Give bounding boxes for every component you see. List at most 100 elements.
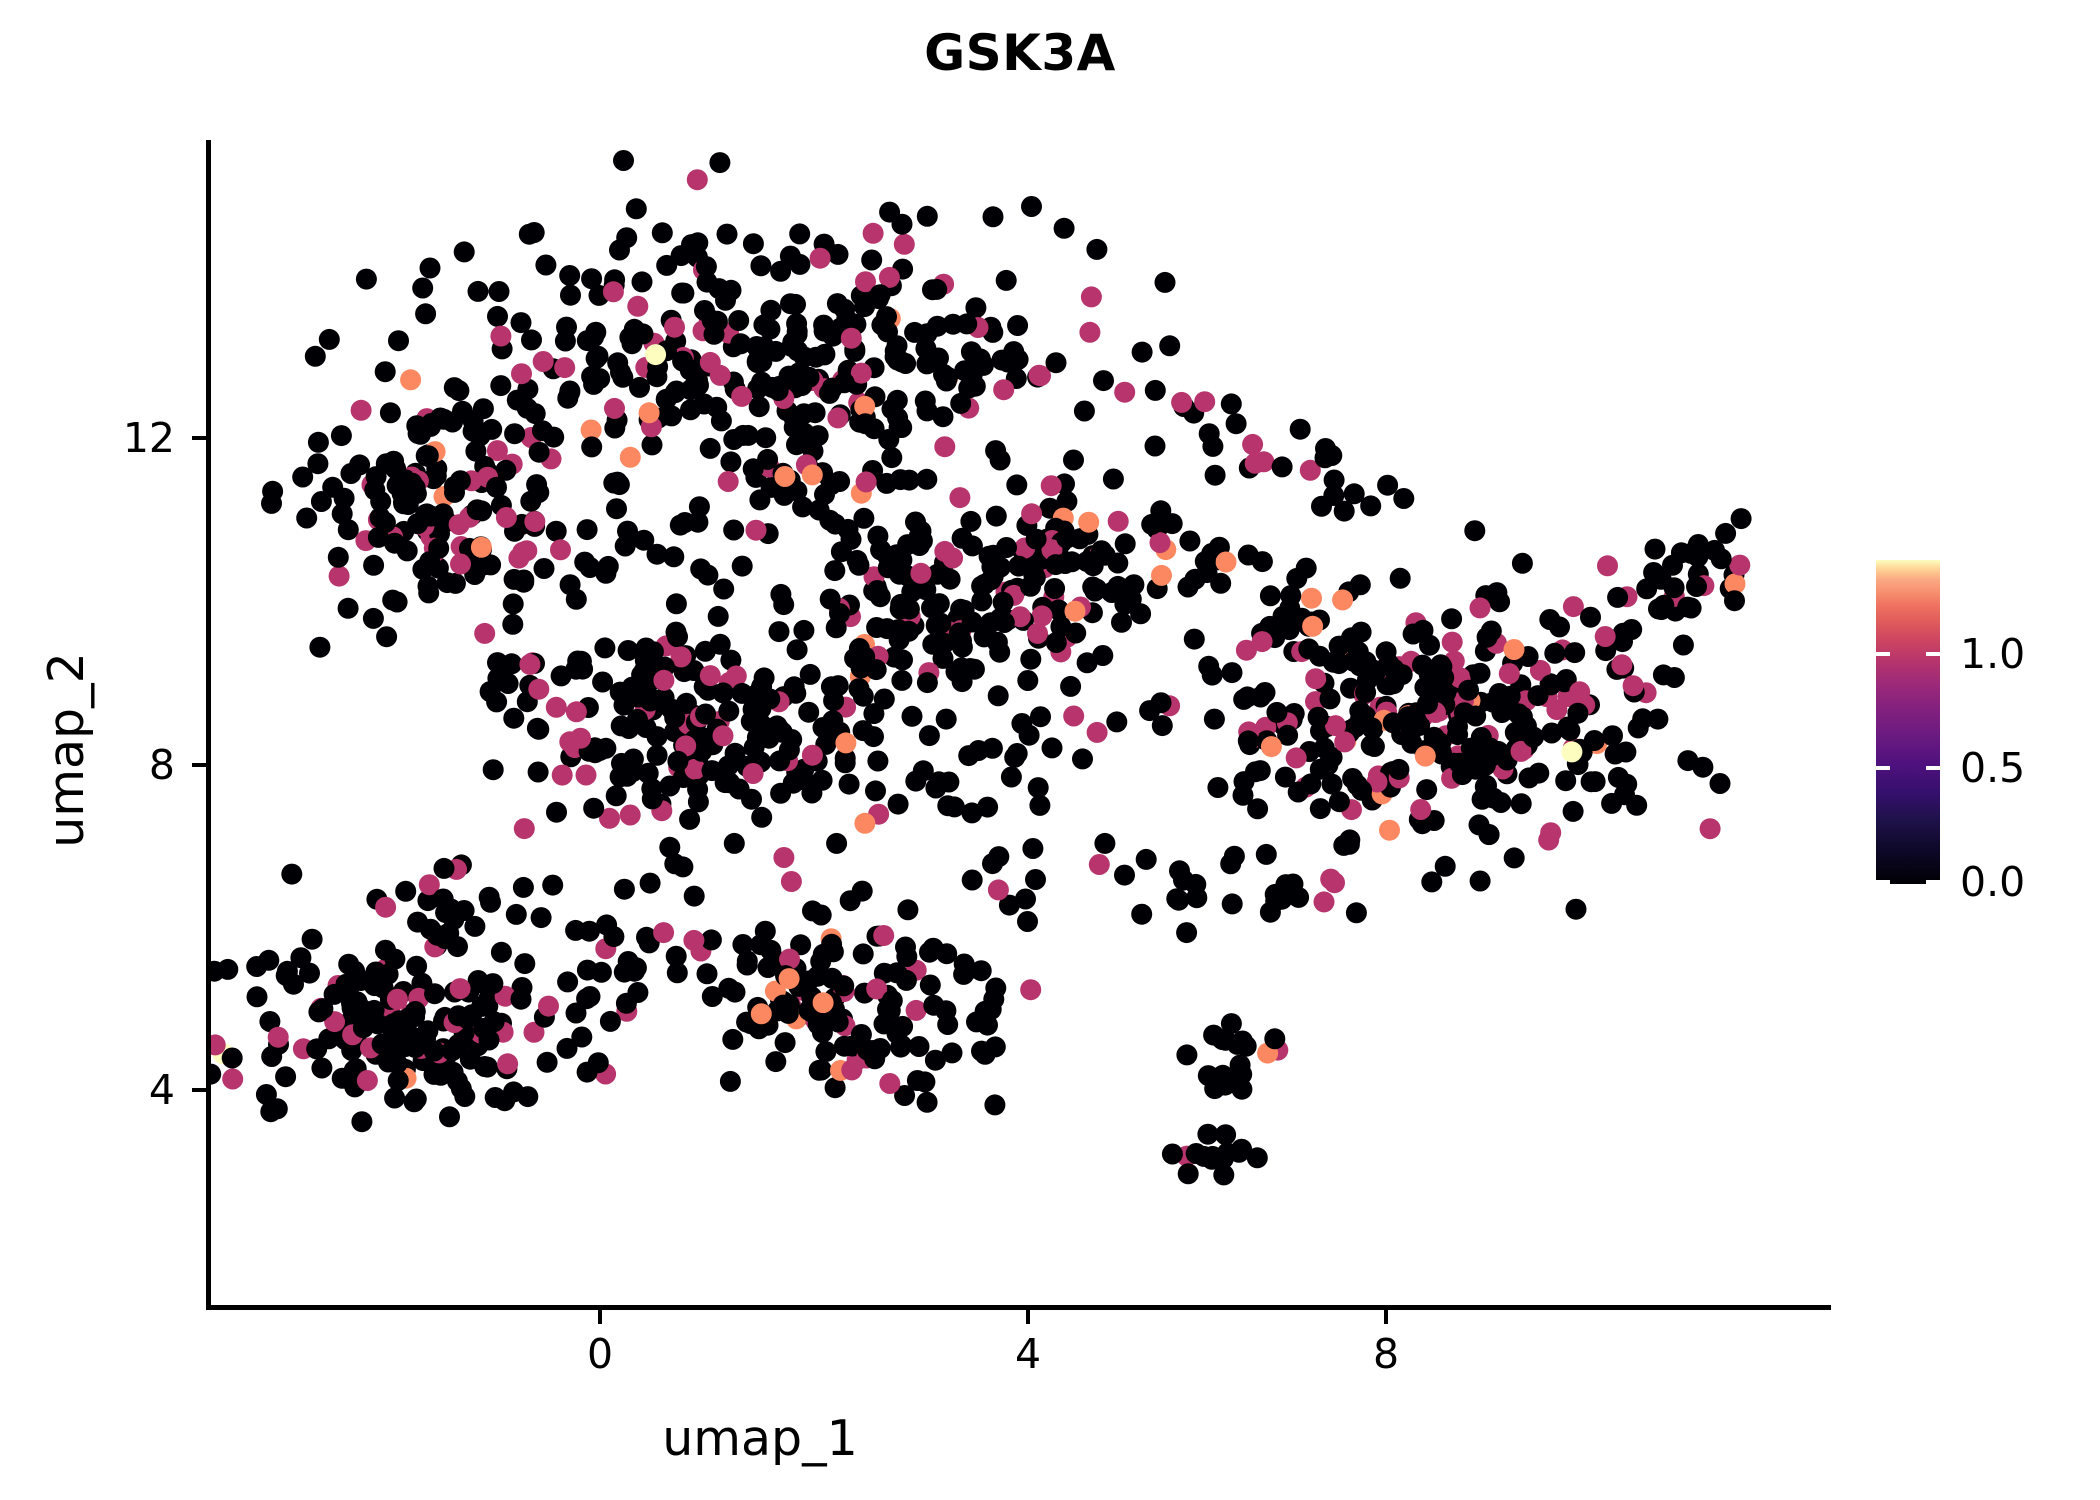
scatter-point bbox=[863, 703, 885, 725]
scatter-point bbox=[307, 431, 329, 453]
scatter-point bbox=[1144, 379, 1166, 401]
scatter-point bbox=[750, 934, 772, 956]
scatter-point bbox=[731, 555, 753, 577]
scatter-point bbox=[557, 971, 579, 993]
scatter-point bbox=[1584, 771, 1606, 793]
scatter-point bbox=[1176, 1044, 1198, 1066]
scatter-point bbox=[1107, 510, 1129, 532]
scatter-point bbox=[444, 481, 465, 503]
scatter-point bbox=[1078, 511, 1100, 533]
scatter-point bbox=[879, 1073, 901, 1094]
scatter-point bbox=[616, 227, 638, 249]
scatter-point bbox=[834, 752, 856, 774]
scatter-point bbox=[1715, 522, 1737, 544]
scatter-point bbox=[1319, 688, 1341, 710]
scatter-point bbox=[495, 507, 517, 528]
scatter-point bbox=[1092, 645, 1114, 666]
scatter-point bbox=[511, 363, 532, 385]
scatter-point bbox=[663, 546, 685, 568]
scatter-point bbox=[1131, 903, 1153, 925]
scatter-point bbox=[386, 591, 408, 613]
scatter-point bbox=[1017, 670, 1039, 691]
scatter-point bbox=[1474, 776, 1496, 798]
scatter-point bbox=[722, 1028, 744, 1050]
scatter-point bbox=[412, 277, 434, 299]
scatter-point bbox=[255, 1084, 277, 1105]
scatter-point bbox=[695, 256, 717, 278]
scatter-point bbox=[801, 744, 823, 766]
scatter-point bbox=[536, 1051, 558, 1073]
scatter-point bbox=[1161, 1143, 1183, 1165]
scatter-point bbox=[1015, 888, 1036, 910]
scatter-point bbox=[898, 598, 920, 620]
scatter-point bbox=[312, 998, 334, 1020]
scatter-point bbox=[570, 727, 591, 749]
scatter-point bbox=[482, 973, 504, 995]
scatter-point bbox=[1479, 737, 1501, 759]
scatter-point bbox=[749, 489, 771, 511]
scatter-point bbox=[863, 418, 885, 440]
scatter-point bbox=[1029, 794, 1051, 816]
scatter-point bbox=[659, 836, 681, 858]
scatter-point bbox=[1469, 597, 1491, 619]
scatter-point bbox=[617, 640, 639, 661]
scatter-point bbox=[550, 539, 571, 561]
scatter-point bbox=[854, 812, 876, 834]
scatter-point bbox=[827, 407, 849, 429]
scatter-point bbox=[767, 380, 789, 401]
scatter-point bbox=[861, 249, 883, 271]
scatter-point bbox=[1151, 564, 1172, 586]
scatter-point bbox=[374, 361, 396, 383]
scatter-point bbox=[1022, 838, 1044, 859]
scatter-point bbox=[760, 299, 782, 321]
scatter-point bbox=[906, 1070, 928, 1091]
scatter-point bbox=[1311, 495, 1332, 517]
scatter-point bbox=[998, 894, 1020, 916]
scatter-point bbox=[1339, 829, 1361, 851]
scatter-point bbox=[1277, 724, 1299, 746]
scatter-point bbox=[1021, 196, 1042, 217]
scatter-point bbox=[724, 981, 746, 1003]
scatter-point bbox=[725, 665, 747, 687]
scatter-point bbox=[443, 908, 465, 930]
scatter-point bbox=[1249, 760, 1271, 782]
scatter-point bbox=[942, 547, 964, 569]
scatter-point bbox=[626, 708, 648, 730]
scatter-point bbox=[732, 934, 754, 955]
scatter-point bbox=[448, 380, 470, 402]
scatter-point bbox=[594, 637, 616, 659]
scatter-point bbox=[1361, 717, 1383, 739]
scatter-point bbox=[718, 700, 740, 722]
scatter-point bbox=[1171, 391, 1193, 413]
scatter-point bbox=[757, 957, 779, 978]
scatter-point bbox=[1644, 538, 1666, 560]
scatter-point bbox=[419, 551, 441, 573]
scatter-point bbox=[331, 503, 353, 525]
scatter-point bbox=[891, 549, 913, 571]
scatter-point bbox=[1056, 490, 1078, 512]
scatter-point bbox=[1421, 871, 1443, 893]
scatter-point bbox=[709, 152, 731, 174]
scatter-point bbox=[723, 519, 745, 541]
scatter-point bbox=[886, 962, 908, 984]
scatter-point bbox=[935, 708, 957, 730]
scatter-point bbox=[935, 370, 957, 392]
scatter-point bbox=[687, 232, 709, 254]
scatter-point bbox=[1203, 1024, 1225, 1046]
scatter-point bbox=[565, 919, 587, 941]
scatter-point bbox=[717, 471, 739, 492]
scatter-point bbox=[865, 659, 887, 681]
scatter-point bbox=[1220, 393, 1242, 415]
scatter-point bbox=[246, 956, 268, 977]
scatter-point bbox=[716, 223, 738, 245]
scatter-point bbox=[814, 484, 835, 505]
scatter-point bbox=[830, 541, 852, 563]
scatter-point bbox=[950, 392, 972, 414]
scatter-point bbox=[581, 268, 603, 290]
scatter-point bbox=[1507, 703, 1529, 725]
scatter-point bbox=[884, 346, 906, 368]
scatter-point bbox=[1159, 335, 1181, 357]
scatter-point bbox=[1237, 544, 1259, 566]
scatter-point bbox=[376, 626, 398, 648]
scatter-point bbox=[1202, 435, 1224, 457]
